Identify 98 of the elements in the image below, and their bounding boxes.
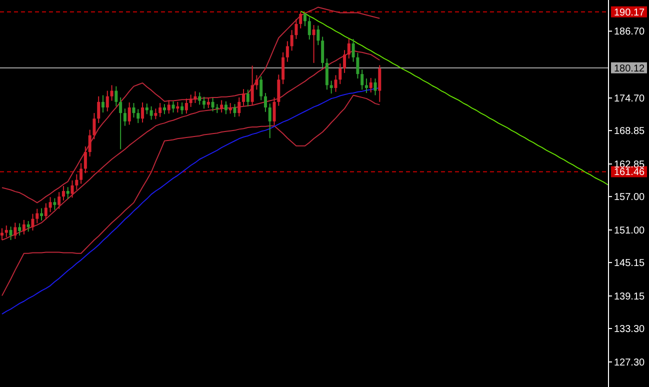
candlestick [334,74,338,92]
candlestick [14,222,17,240]
candlestick [338,62,342,85]
candlestick [260,76,263,101]
candlestick [158,102,162,118]
candlestick [9,226,12,240]
candlestick [145,103,148,115]
candlestick [0,228,4,240]
candlestick [325,58,328,90]
candlestick [194,90,197,104]
y-tick-label: 133.30 [614,324,646,336]
y-tick-label: 157.00 [614,192,646,204]
candlestick [119,96,122,150]
candlestick [347,38,350,59]
candlestick [378,64,382,102]
candlestick [141,102,144,124]
candlestick [97,96,100,124]
y-tick-label: 168.85 [614,126,646,138]
y-tick-label: 151.00 [614,225,646,236]
candlestick [18,222,22,236]
candlestick [136,108,140,124]
y-tick-label: 127.30 [614,357,646,368]
candlestick [44,202,48,220]
candlestick [114,86,118,107]
candlestick [84,146,87,174]
candlestick [123,108,126,126]
candlestick [286,40,289,62]
candlestick [106,90,109,112]
candlestick [4,225,8,238]
candlestick [211,98,214,112]
candlestick [369,77,372,93]
candlestick [88,129,92,157]
candlestick [31,213,34,232]
line-series [2,6,380,204]
candlestick [58,192,61,210]
y-tick-label: 186.70 [614,26,646,38]
candlestick [233,104,236,118]
y-tick-label: 139.15 [614,291,646,302]
ref-line-label: 161.46 [614,167,646,178]
candlestick [180,102,184,115]
candlestick [242,88,246,106]
candlestick [308,16,311,40]
candlestick [272,96,276,126]
candlestick [150,106,153,120]
candlestick [356,52,360,80]
candlestick [26,220,30,232]
ref-line-label: 190.17 [614,7,646,18]
candlestick [321,36,324,68]
line-series [300,10,608,186]
candlestick [246,89,250,107]
candlestick [48,196,52,213]
candlestick [66,186,70,200]
candlestick [40,208,44,222]
candlestick [360,69,364,90]
candlestick [189,94,192,108]
candlestick [62,185,65,201]
candlestick [312,24,316,64]
candlestick [80,162,83,184]
candlestick [206,96,210,109]
candlestick [330,80,333,94]
candlestick [92,112,96,140]
candlestick [70,180,74,198]
candlestick [316,25,320,46]
candlestick [167,100,170,114]
candlestick [224,100,228,115]
candlestick [184,98,188,114]
candlestick [250,65,254,106]
candlestick [102,94,104,113]
candlestick [268,103,272,139]
candlestick [53,198,56,210]
candlestick [294,18,298,40]
candlestick [172,100,175,113]
candlestick [264,92,267,112]
candlestick [128,102,131,126]
candlestick [282,52,285,85]
candlestick [132,102,136,118]
ref-line-label: 180.12 [614,63,646,74]
candlestick [352,38,355,62]
candlestick [162,104,166,115]
candlestick [228,102,232,114]
candlestick [36,208,39,224]
candlestick [220,100,224,113]
candlestick [110,84,114,102]
candlestick [22,219,26,235]
candlestick [364,78,368,94]
candlestick [277,74,280,106]
candlestick [255,74,258,90]
candlestick [343,50,346,74]
candlestick [198,92,202,106]
candlestick [290,30,294,52]
candlestick [299,11,302,29]
candlestick [304,12,306,27]
candlestick [374,78,377,96]
candlestick [154,108,158,120]
y-tick-label: 174.70 [614,94,646,105]
candlestick [75,174,78,190]
candlestick [238,96,241,117]
y-tick-label: 145.15 [614,258,646,270]
